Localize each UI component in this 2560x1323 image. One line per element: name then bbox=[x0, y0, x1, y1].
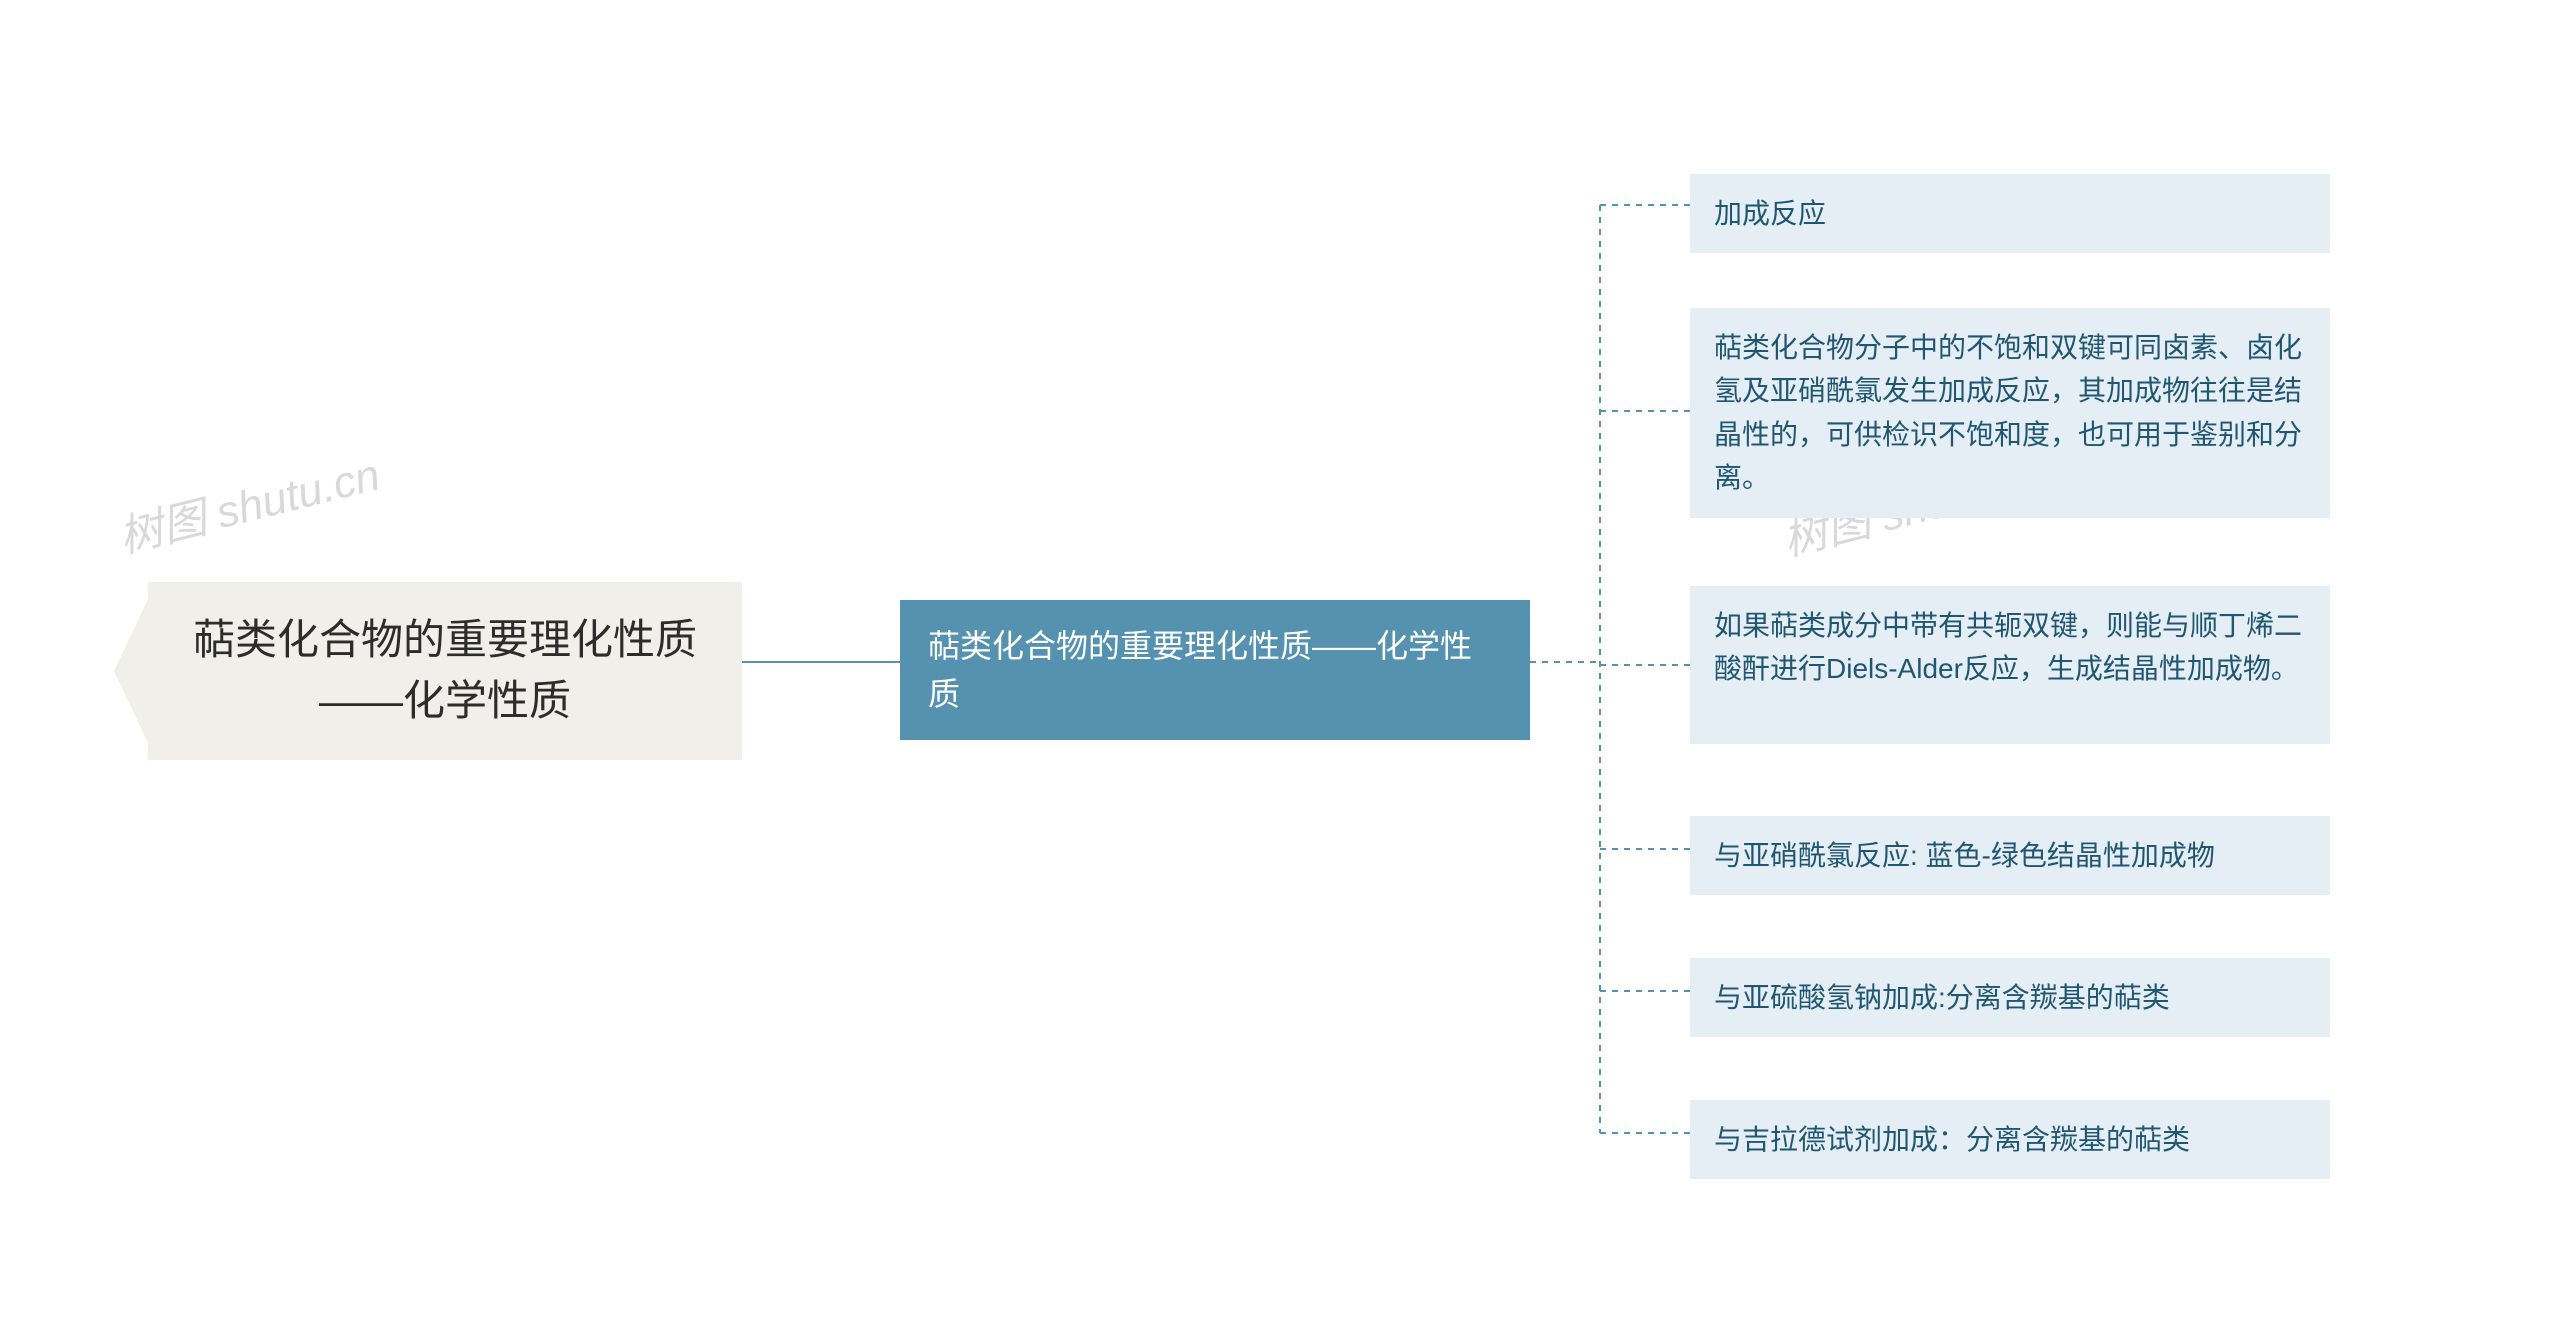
leaf-node-text: 与亚硫酸氢钠加成:分离含羰基的萜类 bbox=[1714, 982, 2170, 1013]
leaf-node-text: 与亚硝酰氯反应: 蓝色-绿色结晶性加成物 bbox=[1714, 840, 2215, 871]
leaf-node-text: 加成反应 bbox=[1714, 198, 1826, 229]
leaf-node[interactable]: 与亚硫酸氢钠加成:分离含羰基的萜类 bbox=[1690, 958, 2330, 1037]
branch-node[interactable]: 萜类化合物的重要理化性质——化学性质 bbox=[900, 600, 1530, 740]
leaf-node-text: 与吉拉德试剂加成：分离含羰基的萜类 bbox=[1714, 1124, 2190, 1155]
leaf-node[interactable]: 加成反应 bbox=[1690, 174, 2330, 253]
leaf-node-text: 如果萜类成分中带有共轭双键，则能与顺丁烯二酸酐进行Diels-Alder反应，生… bbox=[1714, 610, 2302, 684]
root-node[interactable]: 萜类化合物的重要理化性质——化学性质 bbox=[148, 582, 742, 760]
leaf-node[interactable]: 与吉拉德试剂加成：分离含羰基的萜类 bbox=[1690, 1100, 2330, 1179]
watermark: 树图 shutu.cn bbox=[111, 439, 385, 566]
leaf-node[interactable]: 萜类化合物分子中的不饱和双键可同卤素、卤化氢及亚硝酰氯发生加成反应，其加成物往往… bbox=[1690, 308, 2330, 518]
leaf-node[interactable]: 与亚硝酰氯反应: 蓝色-绿色结晶性加成物 bbox=[1690, 816, 2330, 895]
leaf-node-text: 萜类化合物分子中的不饱和双键可同卤素、卤化氢及亚硝酰氯发生加成反应，其加成物往往… bbox=[1714, 332, 2302, 493]
branch-node-text: 萜类化合物的重要理化性质——化学性质 bbox=[928, 628, 1472, 712]
mindmap-canvas: 树图 shutu.cn树图 shutu 萜类化合物的重要理化性质——化学性质 萜… bbox=[0, 0, 2560, 1323]
leaf-node[interactable]: 如果萜类成分中带有共轭双键，则能与顺丁烯二酸酐进行Diels-Alder反应，生… bbox=[1690, 586, 2330, 744]
root-node-text: 萜类化合物的重要理化性质——化学性质 bbox=[193, 616, 697, 724]
